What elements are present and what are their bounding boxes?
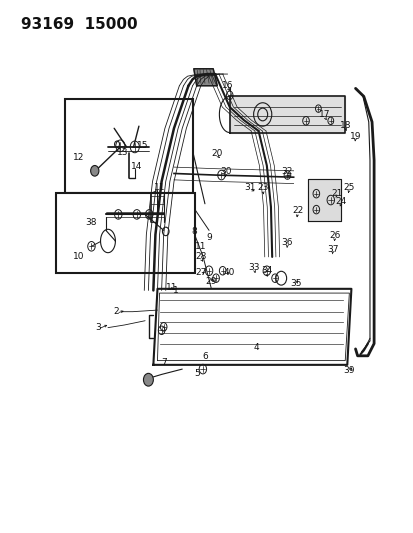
Text: 35: 35	[289, 279, 301, 288]
Text: 23: 23	[256, 183, 268, 192]
Text: 28: 28	[195, 253, 206, 261]
Text: 22: 22	[292, 206, 303, 215]
Text: 31: 31	[244, 183, 256, 192]
Text: 13: 13	[116, 148, 128, 157]
Text: 1: 1	[173, 286, 178, 295]
Text: 27: 27	[195, 269, 206, 277]
Polygon shape	[229, 96, 344, 133]
Text: 3: 3	[95, 323, 100, 332]
Text: 14: 14	[131, 162, 142, 171]
Text: 4: 4	[253, 343, 259, 352]
Text: 8: 8	[191, 228, 197, 237]
Text: 17: 17	[318, 110, 330, 119]
Text: 15: 15	[137, 141, 148, 150]
Text: 26: 26	[328, 231, 340, 240]
Text: 29: 29	[205, 277, 216, 286]
Text: 38: 38	[85, 219, 97, 228]
Text: 7: 7	[160, 358, 166, 367]
Text: 20: 20	[211, 149, 223, 158]
Text: 11: 11	[166, 283, 177, 292]
Text: 39: 39	[343, 366, 354, 375]
Text: 18: 18	[339, 121, 350, 130]
Text: 12: 12	[73, 153, 85, 162]
Text: 16: 16	[221, 81, 233, 90]
Text: 40: 40	[223, 269, 235, 277]
Text: 33: 33	[248, 263, 260, 272]
Polygon shape	[307, 179, 340, 221]
Text: 25: 25	[343, 183, 354, 192]
Text: 10: 10	[73, 253, 85, 261]
Text: 9: 9	[206, 233, 211, 242]
Text: 24: 24	[335, 197, 346, 206]
Text: 30: 30	[219, 167, 231, 176]
Text: 11: 11	[195, 242, 206, 251]
Circle shape	[90, 165, 99, 176]
Text: 2: 2	[113, 307, 119, 316]
Bar	[64, 99, 192, 193]
Text: 21: 21	[330, 189, 342, 198]
Text: 19: 19	[349, 132, 361, 141]
Text: 93169  15000: 93169 15000	[21, 17, 138, 31]
Text: 32: 32	[281, 167, 292, 176]
Text: 11: 11	[153, 183, 165, 192]
Bar	[56, 193, 194, 273]
Circle shape	[143, 373, 153, 386]
Text: 5: 5	[193, 369, 199, 378]
Polygon shape	[193, 69, 217, 86]
Text: 34: 34	[261, 266, 272, 275]
Text: 6: 6	[202, 352, 207, 361]
Text: 37: 37	[326, 245, 338, 254]
Text: 36: 36	[281, 238, 292, 247]
